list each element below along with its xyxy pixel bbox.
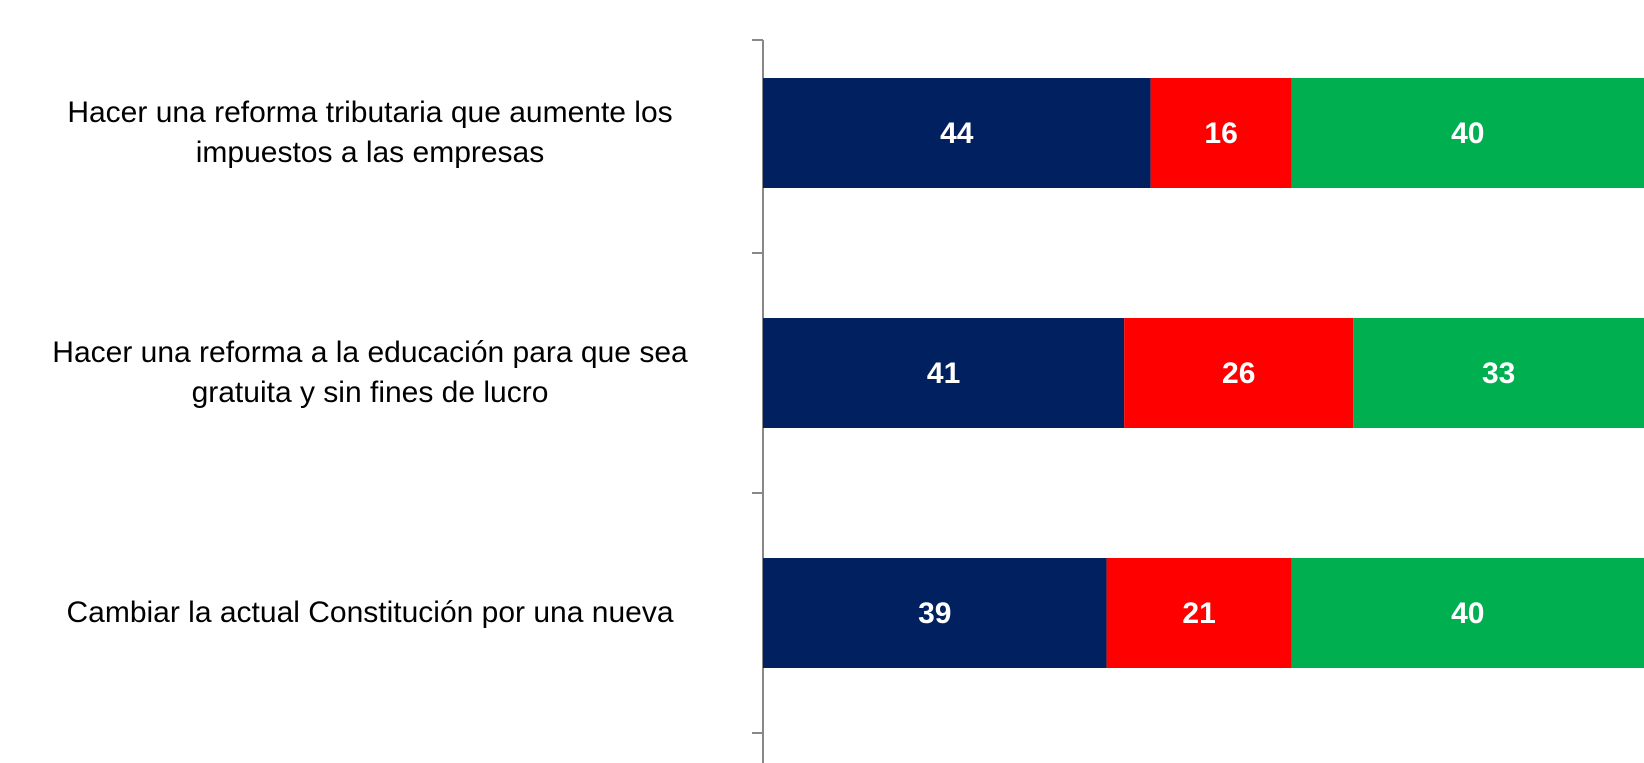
category-label: Hacer una reforma a la educación para qu… <box>52 336 688 409</box>
bar-segment <box>763 78 1151 188</box>
value-label: 21 <box>1182 597 1215 630</box>
bar-segment <box>1150 78 1292 188</box>
bar-segment <box>763 318 1125 428</box>
value-label: 33 <box>1482 357 1515 390</box>
bar-segment <box>763 558 1107 668</box>
bar-segment <box>1106 558 1292 668</box>
category-label: Hacer una reforma tributaria que aumente… <box>67 96 673 169</box>
value-label: 26 <box>1222 357 1255 390</box>
bar-segment <box>1291 78 1644 188</box>
value-label: 41 <box>927 357 960 390</box>
value-label: 40 <box>1451 597 1484 630</box>
category-label: Cambiar la actual Constitución por una n… <box>66 596 674 629</box>
value-label: 44 <box>940 117 974 150</box>
value-label: 39 <box>918 597 951 630</box>
bar-segment <box>1291 558 1644 668</box>
bar-segment <box>1124 318 1354 428</box>
bar-segment <box>1353 318 1644 428</box>
value-label: 40 <box>1451 117 1484 150</box>
value-label: 16 <box>1204 117 1237 150</box>
